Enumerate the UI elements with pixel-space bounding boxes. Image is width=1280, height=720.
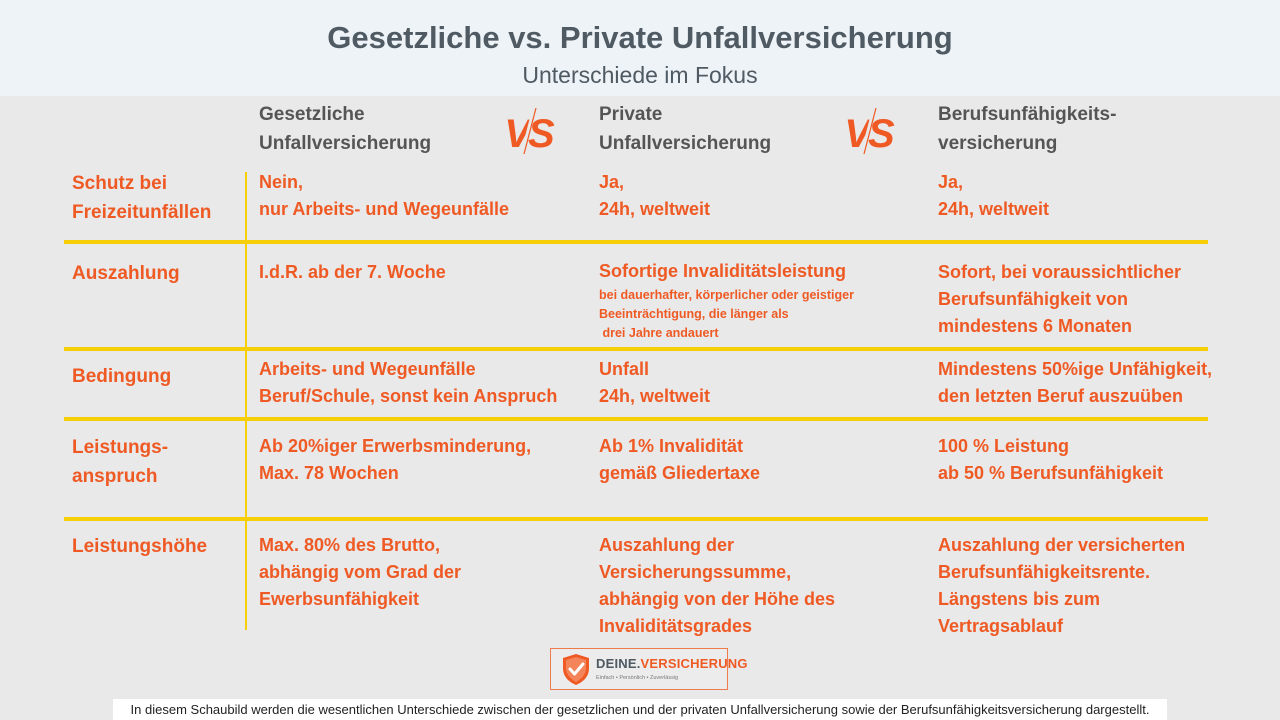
brand-name-accent: VERSICHERUNG	[640, 656, 748, 671]
cell-line: Auszahlung der versicherten	[938, 535, 1186, 555]
brand-name-main: DEINE.	[596, 656, 641, 671]
column-header-line: Unfallversicherung	[259, 133, 432, 154]
row-label-line: Leistungs-	[72, 437, 169, 458]
cell-line: gemäß Gliedertaxe	[599, 463, 761, 483]
versus-icon: VS	[844, 108, 896, 156]
cell-line: Invaliditätsgrades	[599, 616, 753, 636]
row-label-line: anspruch	[72, 466, 158, 487]
table-cell: Sofort, bei voraussichtlicher Berufsunfä…	[938, 259, 1268, 340]
row-label-line: Bedingung	[72, 366, 172, 387]
cell-line: ab 50 % Berufsunfähigkeit	[938, 463, 1164, 483]
brand-name: DEINE.VERSICHERUNG	[596, 656, 748, 671]
row-label-condition: Bedingung	[72, 362, 242, 391]
column-header-statutory: Gesetzliche Unfallversicherung	[259, 100, 559, 158]
table-cell: Unfall 24h, weltweit	[599, 356, 929, 410]
table-cell: Ab 20%iger Erwerbsminderung, Max. 78 Woc…	[259, 433, 589, 487]
header-band	[0, 0, 1280, 96]
table-cell: I.d.R. ab der 7. Woche	[259, 259, 589, 286]
column-header-line: Gesetzliche	[259, 104, 365, 125]
row-divider	[64, 347, 1208, 351]
cell-note: bei dauerhafter, körperlicher oder geist…	[599, 286, 929, 343]
table-cell: Auszahlung der versicherten Berufsunfähi…	[938, 532, 1268, 640]
cell-line: I.d.R. ab der 7. Woche	[259, 262, 446, 282]
cell-line: Ab 20%iger Erwerbsminderung,	[259, 436, 532, 456]
row-label-entitlement: Leistungs- anspruch	[72, 433, 242, 491]
table-cell: Ja, 24h, weltweit	[938, 169, 1268, 223]
row-label-line: Auszahlung	[72, 263, 180, 284]
cell-line: Nein,	[259, 172, 304, 192]
cell-line: Auszahlung der	[599, 535, 735, 555]
table-cell: Max. 80% des Brutto, abhängig vom Grad d…	[259, 532, 589, 613]
table-cell: Nein, nur Arbeits- und Wegeunfälle	[259, 169, 589, 223]
cell-line: Berufsunfähigkeitsrente.	[938, 562, 1151, 582]
row-divider	[64, 240, 1208, 244]
column-header-line: Berufsunfähigkeits-	[938, 104, 1117, 125]
row-label-payout: Auszahlung	[72, 259, 242, 288]
table-cell: Arbeits- und Wegeunfälle Beruf/Schule, s…	[259, 356, 589, 410]
cell-line: 24h, weltweit	[599, 199, 711, 219]
cell-line: abhängig von der Höhe des	[599, 589, 836, 609]
brand-logo: DEINE.VERSICHERUNG Einfach • Persönlich …	[550, 648, 747, 690]
cell-line: Versicherungssumme,	[599, 562, 792, 582]
table-cell: Auszahlung der Versicherungssumme, abhän…	[599, 532, 929, 640]
cell-line: Ja,	[938, 172, 964, 192]
row-divider	[64, 417, 1208, 421]
page-subtitle: Unterschiede im Fokus	[522, 62, 758, 88]
column-divider	[245, 172, 247, 630]
image-caption: In diesem Schaubild werden die wesentlic…	[113, 699, 1167, 720]
cell-line: 24h, weltweit	[599, 386, 711, 406]
cell-note-line: drei Jahre andauert	[599, 326, 719, 340]
cell-line: Max. 78 Wochen	[259, 463, 399, 483]
column-header-disability: Berufsunfähigkeits- versicherung	[938, 100, 1238, 158]
table-cell: Ja, 24h, weltweit	[599, 169, 929, 223]
cell-line: Max. 80% des Brutto,	[259, 535, 441, 555]
row-label-line: Leistungshöhe	[72, 536, 208, 557]
column-header-line: versicherung	[938, 133, 1058, 154]
cell-line: Berufsunfähigkeit von	[938, 289, 1129, 309]
row-label-line: Schutz bei	[72, 173, 168, 194]
column-header-private: Private Unfallversicherung	[599, 100, 899, 158]
cell-line: mindestens 6 Monaten	[938, 316, 1133, 336]
row-label-line: Freizeitunfällen	[72, 202, 212, 223]
cell-line: den letzten Beruf auszuüben	[938, 386, 1184, 406]
row-divider	[64, 517, 1208, 521]
cell-line: Ab 1% Invalidität	[599, 436, 744, 456]
cell-line: Vertragsablauf	[938, 616, 1064, 636]
cell-line: Arbeits- und Wegeunfälle	[259, 359, 476, 379]
cell-line: nur Arbeits- und Wegeunfälle	[259, 199, 510, 219]
table-cell: Ab 1% Invalidität gemäß Gliedertaxe	[599, 433, 929, 487]
cell-note-line: bei dauerhafter, körperlicher oder geist…	[599, 288, 854, 302]
shield-check-icon	[563, 654, 589, 685]
row-label-leisure: Schutz bei Freizeitunfällen	[72, 169, 242, 227]
versus-icon: VS	[504, 108, 556, 156]
table-cell: 100 % Leistung ab 50 % Berufsunfähigkeit	[938, 433, 1268, 487]
row-label-benefit-amount: Leistungshöhe	[72, 532, 242, 561]
cell-line: abhängig vom Grad der	[259, 562, 462, 582]
cell-line: Mindestens 50%ige Unfähigkeit,	[938, 359, 1213, 379]
cell-line: Ewerbsunfähigkeit	[259, 589, 420, 609]
cell-line: 24h, weltweit	[938, 199, 1050, 219]
column-header-line: Private	[599, 104, 663, 125]
table-cell: Mindestens 50%ige Unfähigkeit, den letzt…	[938, 356, 1268, 410]
cell-line: Ja,	[599, 172, 625, 192]
cell-line: 100 % Leistung	[938, 436, 1070, 456]
cell-line: Längstens bis zum	[938, 589, 1101, 609]
table-cell: Sofortige Invaliditätsleistung bei dauer…	[599, 258, 929, 343]
column-header-line: Unfallversicherung	[599, 133, 772, 154]
page-title: Gesetzliche vs. Private Unfallversicheru…	[327, 20, 953, 55]
cell-note-line: Beeinträchtigung, die länger als	[599, 307, 789, 321]
brand-tagline: Einfach • Persönlich • Zuverlässig	[596, 675, 679, 681]
cell-line: Beruf/Schule, sonst kein Anspruch	[259, 386, 558, 406]
cell-line: Unfall	[599, 359, 650, 379]
cell-line: Sofortige Invaliditätsleistung	[599, 261, 847, 281]
cell-line: Sofort, bei voraussichtlicher	[938, 262, 1182, 282]
